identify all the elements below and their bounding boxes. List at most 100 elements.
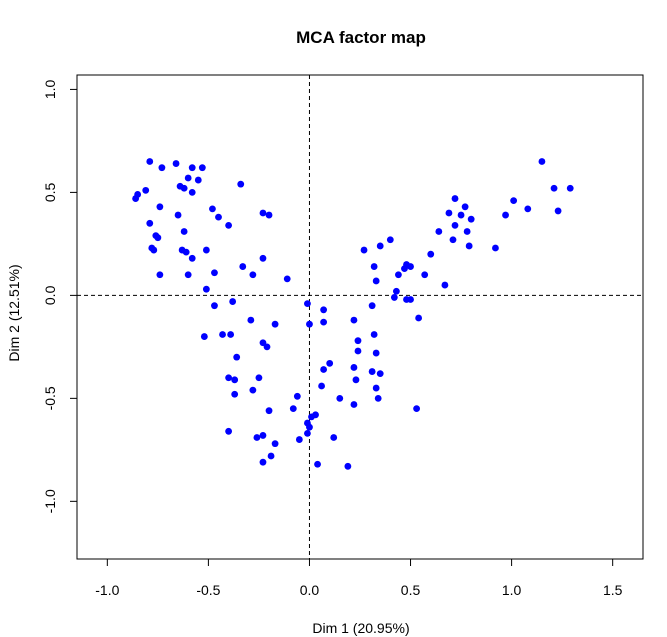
data-point bbox=[330, 434, 338, 441]
data-point bbox=[202, 285, 210, 293]
data-point bbox=[255, 374, 263, 382]
data-point bbox=[354, 337, 362, 345]
data-point bbox=[457, 211, 465, 219]
data-point bbox=[265, 211, 273, 219]
chart-title: MCA factor map bbox=[296, 28, 426, 47]
data-point bbox=[502, 211, 509, 219]
data-point bbox=[370, 331, 378, 338]
data-point bbox=[445, 209, 453, 217]
data-point bbox=[253, 434, 261, 441]
data-point bbox=[372, 349, 380, 357]
data-point bbox=[198, 164, 206, 172]
data-point bbox=[211, 302, 218, 310]
data-point bbox=[180, 228, 188, 235]
data-point bbox=[465, 242, 473, 250]
data-point bbox=[360, 246, 368, 254]
data-point bbox=[326, 359, 334, 367]
data-point bbox=[336, 394, 344, 402]
data-point bbox=[156, 203, 164, 211]
data-point bbox=[271, 320, 279, 328]
data-point bbox=[449, 236, 457, 244]
data-point bbox=[293, 392, 301, 400]
data-point bbox=[283, 275, 291, 283]
data-point bbox=[510, 197, 518, 205]
data-point bbox=[554, 207, 562, 215]
data-point bbox=[392, 287, 400, 295]
data-point bbox=[376, 370, 384, 378]
y-tick-label: -0.5 bbox=[42, 386, 58, 410]
data-point bbox=[395, 271, 402, 279]
data-point bbox=[225, 221, 233, 229]
data-point bbox=[320, 366, 328, 373]
data-point bbox=[271, 440, 279, 448]
data-point bbox=[401, 265, 408, 272]
data-point bbox=[441, 281, 449, 289]
data-point bbox=[158, 164, 166, 172]
data-point bbox=[566, 184, 574, 192]
data-point bbox=[227, 331, 235, 338]
data-point bbox=[350, 364, 358, 371]
data-point bbox=[407, 296, 414, 303]
data-point bbox=[215, 213, 222, 221]
data-point bbox=[202, 246, 210, 254]
data-point bbox=[538, 158, 546, 165]
y-tick-label: 1.0 bbox=[42, 79, 58, 99]
data-point bbox=[200, 333, 208, 340]
data-point bbox=[368, 302, 376, 310]
data-point bbox=[156, 271, 164, 279]
data-point bbox=[352, 376, 360, 384]
data-point bbox=[211, 269, 218, 277]
data-point bbox=[524, 205, 532, 213]
data-point bbox=[413, 405, 420, 413]
data-point bbox=[376, 242, 384, 250]
points-layer bbox=[132, 158, 574, 470]
plot-area bbox=[76, 74, 644, 560]
x-tick-label: 0.0 bbox=[300, 582, 320, 598]
data-point bbox=[320, 306, 328, 314]
x-tick-label: -0.5 bbox=[196, 582, 220, 598]
data-point bbox=[146, 158, 154, 165]
data-point bbox=[188, 254, 196, 262]
data-point bbox=[225, 374, 233, 382]
data-point bbox=[188, 164, 196, 172]
data-point bbox=[374, 394, 382, 402]
data-point bbox=[306, 320, 313, 328]
data-point bbox=[247, 316, 255, 324]
data-point bbox=[344, 462, 352, 470]
data-point bbox=[225, 427, 233, 435]
data-point bbox=[306, 423, 313, 431]
data-point bbox=[304, 429, 311, 437]
x-tick-label: 0.5 bbox=[401, 582, 421, 598]
data-point bbox=[267, 452, 275, 460]
data-point bbox=[263, 343, 271, 351]
data-point bbox=[304, 300, 311, 308]
data-point bbox=[289, 405, 297, 413]
data-point bbox=[259, 432, 267, 439]
data-point bbox=[320, 318, 328, 326]
data-point bbox=[194, 176, 202, 184]
data-point bbox=[229, 298, 237, 305]
data-point bbox=[390, 294, 398, 301]
x-tick-label: -1.0 bbox=[95, 582, 119, 598]
data-point bbox=[295, 436, 303, 443]
data-point bbox=[314, 460, 321, 468]
data-point bbox=[407, 263, 414, 270]
data-point bbox=[259, 458, 267, 466]
data-point bbox=[132, 195, 140, 202]
data-point bbox=[386, 236, 394, 244]
data-point bbox=[209, 205, 216, 213]
data-point bbox=[372, 384, 380, 392]
data-point bbox=[435, 228, 443, 235]
data-point bbox=[370, 263, 378, 270]
data-point bbox=[259, 209, 267, 217]
data-point bbox=[372, 277, 380, 285]
data-point bbox=[184, 174, 192, 182]
data-point bbox=[463, 228, 471, 235]
data-point bbox=[415, 314, 423, 322]
data-point bbox=[184, 271, 192, 279]
data-point bbox=[150, 246, 158, 254]
data-point bbox=[259, 254, 267, 262]
data-point bbox=[182, 248, 190, 256]
data-point bbox=[239, 263, 247, 270]
